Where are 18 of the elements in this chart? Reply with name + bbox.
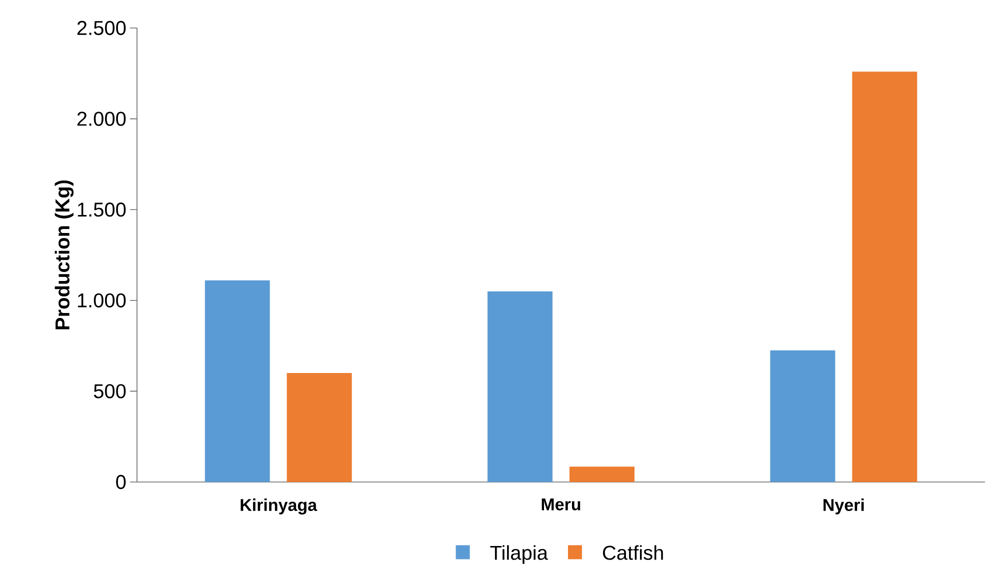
x-tick-label: Nyeri <box>824 498 864 514</box>
bar <box>286 373 352 482</box>
bar <box>852 72 918 482</box>
legend-label: Catfish <box>602 545 663 560</box>
y-tick-label: 1.000 <box>78 293 126 308</box>
y-tick-label: 1.500 <box>78 202 126 217</box>
bar <box>488 291 553 482</box>
bar <box>204 280 270 482</box>
legend-label: Tilapia <box>490 545 548 564</box>
y-tick-label: 500 <box>94 384 126 398</box>
x-tick-label: Meru <box>542 498 580 510</box>
bar <box>770 350 836 482</box>
y-tick-label: 0 <box>116 474 126 490</box>
y-axis-title: Production (Kg) <box>54 180 74 330</box>
bar <box>569 466 634 482</box>
x-tick-label: Kirinyaga <box>240 498 318 514</box>
y-tick-label: 2.500 <box>77 20 126 36</box>
y-tick-label: 2.000 <box>77 112 126 126</box>
